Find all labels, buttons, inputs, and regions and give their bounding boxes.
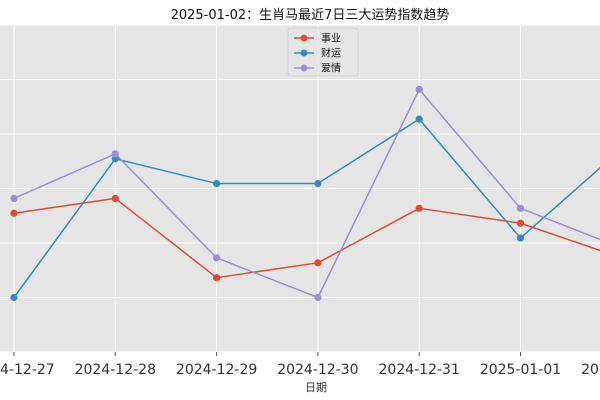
legend-swatch-marker (300, 34, 308, 42)
data-point (516, 219, 525, 227)
data-point (10, 209, 18, 217)
x-tick-label: 2024-12-30 (277, 362, 358, 378)
legend-label: 事业 (321, 32, 341, 45)
data-point (516, 234, 525, 242)
legend-label: 财运 (321, 47, 341, 60)
data-point (314, 259, 322, 267)
plot-area: 2024-12-27 2024-12-28 2024-12-29 2024-12-30… (0, 24, 600, 378)
x-tick-label: 2025-01-02 (581, 362, 600, 378)
x-tick-label: 2024-12-29 (176, 362, 257, 378)
x-tick-label: 2025-01-01 (480, 362, 561, 378)
data-point (213, 274, 221, 282)
chart-title: 2025-01-02：生肖马最近7日三大运势指数趋势 (171, 7, 450, 23)
data-point (213, 254, 221, 262)
data-point (415, 85, 423, 94)
x-axis-label: 日期 (305, 381, 327, 394)
data-point (314, 179, 322, 188)
data-point (111, 155, 119, 163)
data-point (111, 150, 119, 158)
data-point (213, 179, 221, 188)
legend-label: 爱情 (321, 62, 341, 75)
data-point (415, 204, 423, 212)
data-point (415, 115, 423, 123)
x-tick-label: 2024-12-27 (0, 362, 55, 378)
data-point (10, 194, 18, 203)
legend-swatch-marker (300, 49, 308, 57)
data-point (516, 204, 525, 212)
data-point (111, 194, 119, 203)
x-tick-label: 2024-12-28 (75, 362, 156, 378)
data-point (10, 293, 18, 302)
data-point (314, 293, 322, 302)
x-tick-label: 2024-12-31 (379, 362, 460, 378)
legend-swatch-marker (300, 64, 308, 72)
